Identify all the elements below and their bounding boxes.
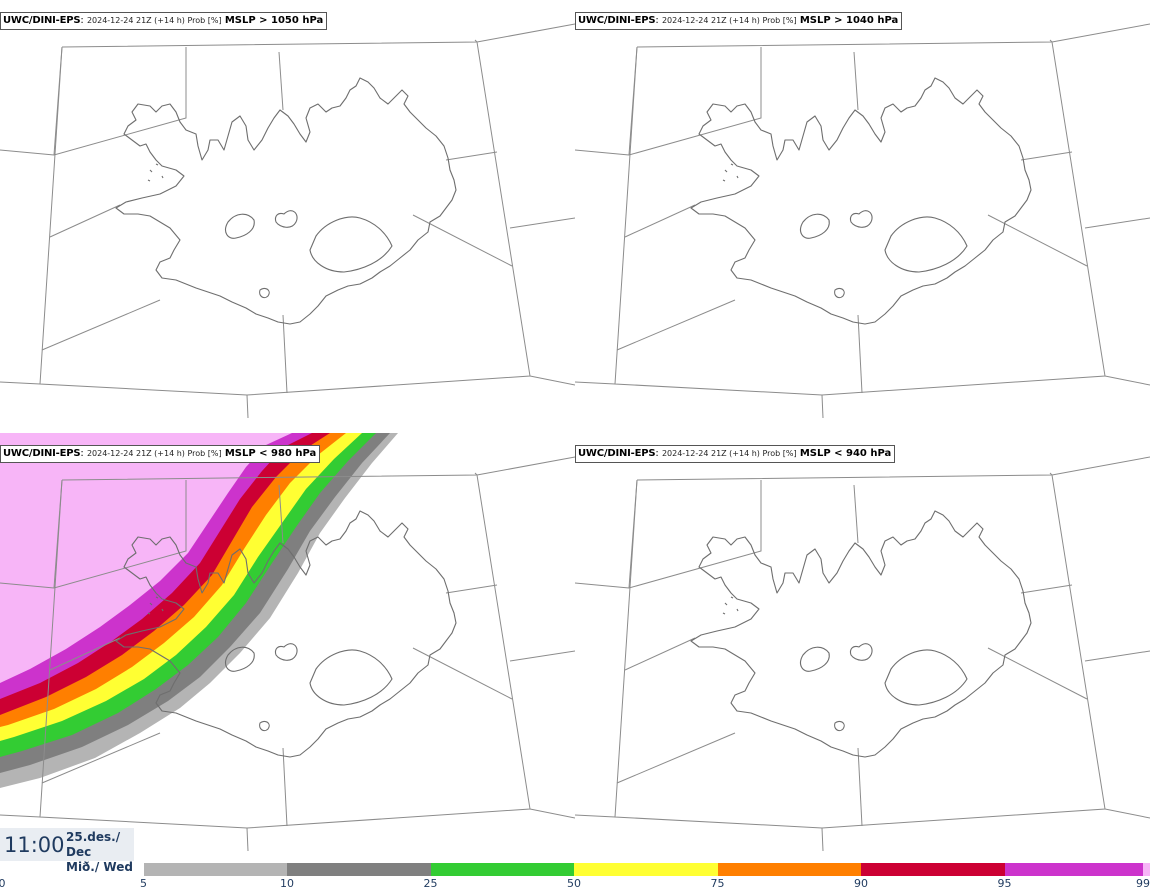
legend-tick-label: 10 [280, 877, 294, 890]
legend-swatch [143, 863, 287, 876]
valid-date-line2: Mið./ Wed [66, 860, 133, 874]
panel-title: UWC/DINI-EPS: 2024-12-24 21Z (+14 h) Pro… [575, 445, 896, 463]
legend-swatch [1004, 863, 1143, 876]
map-panel-mslp-lt-940: UWC/DINI-EPS: 2024-12-24 21Z (+14 h) Pro… [575, 433, 1150, 851]
legend-swatch [574, 863, 718, 876]
legend-swatch [861, 863, 1005, 876]
legend-tick-label: 90 [854, 877, 868, 890]
legend-tick-label: 5 [140, 877, 147, 890]
legend-tick-label: 0 [0, 877, 6, 890]
valid-date-line1: 25.des./ Dec [66, 830, 121, 859]
legend-swatch [717, 863, 861, 876]
map-panel-mslp-lt-980: UWC/DINI-EPS: 2024-12-24 21Z (+14 h) Pro… [0, 433, 575, 851]
map-canvas [575, 456, 1150, 851]
valid-date: 25.des./ Dec Mið./ Wed [66, 830, 134, 875]
panel-title: UWC/DINI-EPS: 2024-12-24 21Z (+14 h) Pro… [0, 12, 328, 30]
legend-swatch [1143, 863, 1150, 876]
legend-swatch [287, 863, 431, 876]
legend-tick-label: 99 [1136, 877, 1150, 890]
map-canvas [575, 23, 1150, 418]
panel-title: UWC/DINI-EPS: 2024-12-24 21Z (+14 h) Pro… [575, 12, 903, 30]
probability-fill [0, 433, 398, 788]
map-panel-mslp-gt-1040: UWC/DINI-EPS: 2024-12-24 21Z (+14 h) Pro… [575, 0, 1150, 418]
valid-time-box: 11:00 25.des./ Dec Mið./ Wed [0, 828, 134, 874]
map-canvas [0, 23, 575, 418]
map-canvas [0, 433, 575, 851]
valid-time: 11:00 [4, 833, 65, 857]
map-panel-mslp-gt-1050: UWC/DINI-EPS: 2024-12-24 21Z (+14 h) Pro… [0, 0, 575, 418]
panel-title: UWC/DINI-EPS: 2024-12-24 21Z (+14 h) Pro… [0, 445, 321, 463]
legend-tick-label: 95 [997, 877, 1012, 890]
legend-tick-label: 50 [567, 877, 581, 890]
legend-tick-label: 25 [423, 877, 438, 890]
legend-swatch [430, 863, 574, 876]
probability-legend: 0 5 10 25 50 75 90 95 99 [0, 860, 1150, 891]
legend-tick-label: 75 [710, 877, 725, 890]
